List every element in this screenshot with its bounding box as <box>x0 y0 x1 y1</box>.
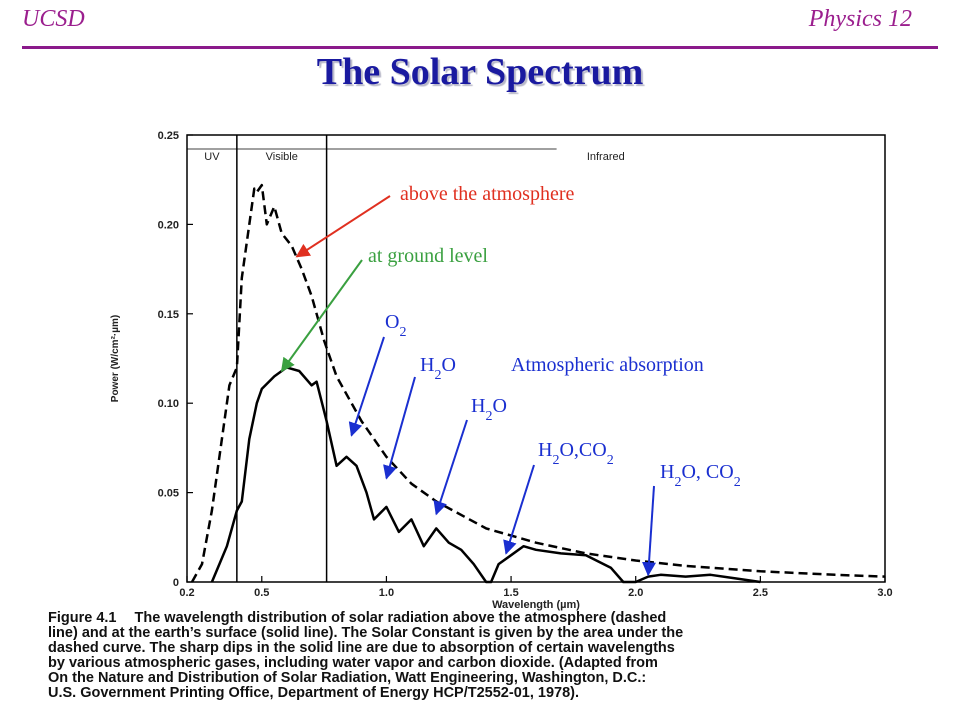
slide-title: The Solar Spectrum <box>316 51 644 93</box>
y-tick-label: 0.05 <box>158 488 179 500</box>
y-tick-label: 0.25 <box>158 130 179 142</box>
x-tick-label: 1.0 <box>379 587 394 599</box>
y-tick-label: 0.10 <box>158 398 179 410</box>
absorber-arrow <box>348 336 385 437</box>
x-tick-label: 1.5 <box>503 587 518 599</box>
x-tick-label: 2.0 <box>628 587 643 599</box>
y-tick-label: 0 <box>173 577 179 589</box>
region-label: Visible <box>266 151 298 163</box>
absorber-arrow <box>383 376 416 480</box>
arrow-above-atmosphere <box>295 195 391 258</box>
annotation-atmospheric-absorption: Atmospheric absorption <box>511 354 704 376</box>
header-right-label: Physics 12 <box>808 6 912 32</box>
x-tick-label: 0.2 <box>179 587 194 599</box>
y-axis-label: Power (W/cm²·µm) <box>110 315 121 402</box>
plot-frame <box>186 134 886 583</box>
absorber-label: H2O, CO2 <box>660 461 741 490</box>
absorber-arrow <box>503 464 535 555</box>
annotation-above-atmosphere: above the atmosphere <box>400 183 574 205</box>
x-axis-label: Wavelength (µm) <box>492 599 580 611</box>
region-label: Infrared <box>587 151 625 163</box>
series-line-dashed <box>190 183 886 583</box>
figure-caption: Figure 4.1 The wavelength distribution of… <box>48 611 928 701</box>
arrow-ground-level <box>280 259 363 373</box>
annotation-ground-level: at ground level <box>368 245 488 267</box>
header-left-label: UCSD <box>22 6 85 32</box>
absorber-arrow <box>433 419 468 516</box>
absorber-label: H2O,CO2 <box>538 439 614 468</box>
x-tick-label: 2.5 <box>753 587 768 599</box>
absorber-label: H2O <box>420 354 456 383</box>
caption-text: The wavelength distribution of solar rad… <box>48 610 684 701</box>
region-label: UV <box>204 151 220 163</box>
absorber-label: H2O <box>471 395 507 424</box>
x-tick-label: 3.0 <box>877 587 892 599</box>
caption-label: Figure 4.1 <box>48 610 117 626</box>
absorber-label: O2 <box>385 311 406 340</box>
y-tick-label: 0.20 <box>158 219 179 231</box>
series-line-solid <box>210 366 761 584</box>
y-tick-label: 0.15 <box>158 309 179 321</box>
absorber-arrow <box>642 485 656 577</box>
header-rule <box>22 46 938 49</box>
x-tick-label: 0.5 <box>254 587 269 599</box>
